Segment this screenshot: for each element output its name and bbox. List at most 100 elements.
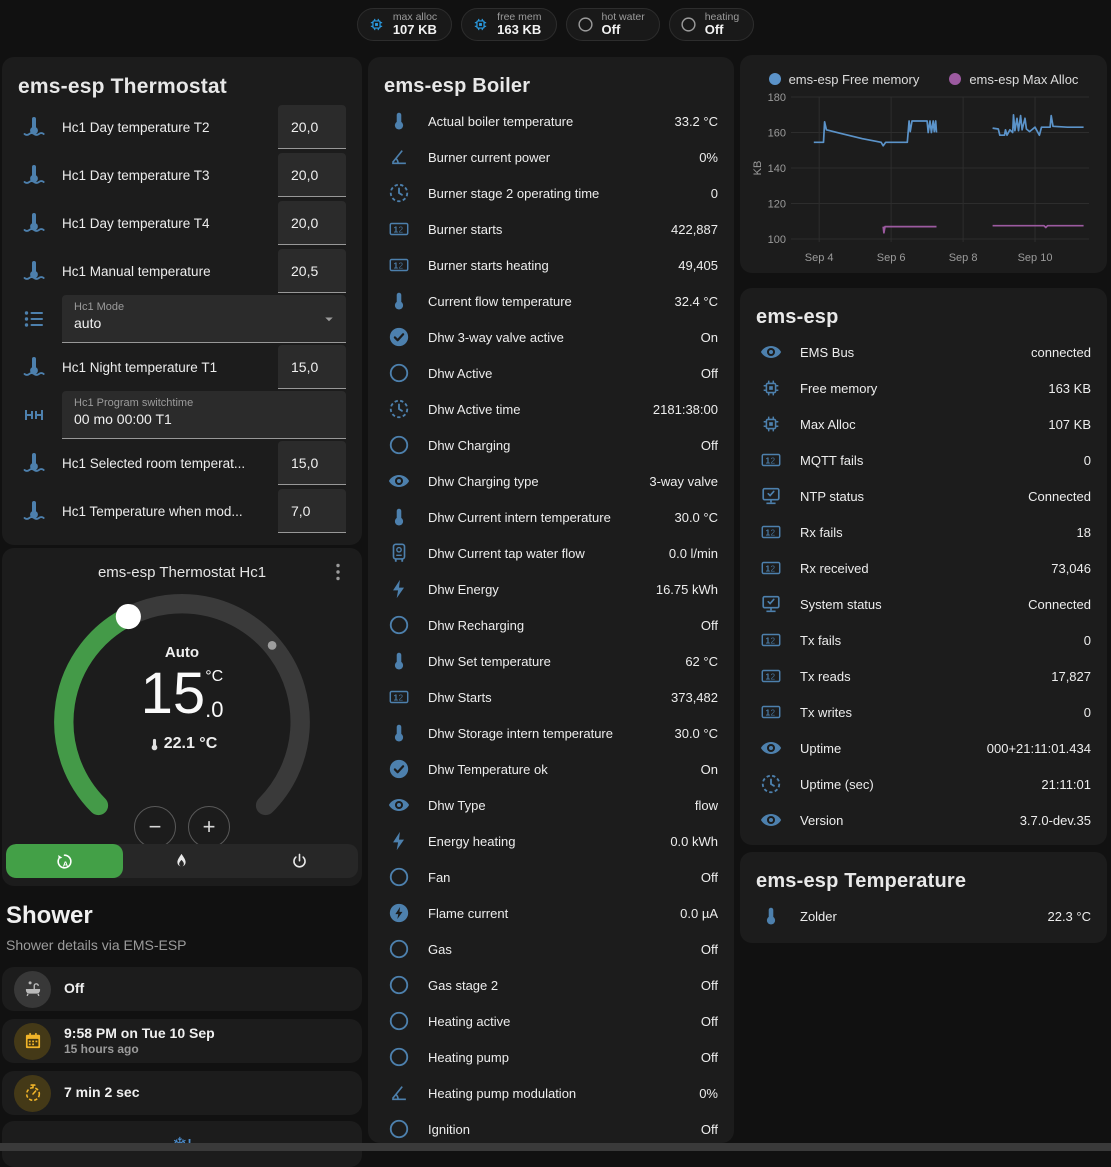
- entity-row[interactable]: Heating pump modulation 0%: [384, 1075, 718, 1111]
- entity-label: NTP status: [800, 488, 865, 504]
- entity-row[interactable]: Dhw Storage intern temperature 30.0 °C: [384, 715, 718, 751]
- shower-entity-card[interactable]: 9:58 PM on Tue 10 Sep 15 hours ago: [2, 1019, 362, 1063]
- status-chip[interactable]: max alloc 107 KB: [356, 8, 453, 41]
- entity-value: 0.0 l/min: [668, 545, 718, 561]
- entity-row[interactable]: Dhw 3-way valve active On: [384, 319, 718, 355]
- entity-value: 373,482: [671, 689, 718, 705]
- number-input[interactable]: 20,0: [278, 105, 346, 149]
- entity-label: Burner stage 2 operating time: [428, 185, 600, 201]
- entity-row[interactable]: NTP status Connected: [756, 478, 1091, 514]
- entity-row[interactable]: Energy heating 0.0 kWh: [384, 823, 718, 859]
- check-circle-icon: [388, 326, 410, 348]
- more-menu-icon[interactable]: [326, 560, 350, 584]
- entity-row[interactable]: Free memory 163 KB: [756, 370, 1091, 406]
- number-input[interactable]: 7,0: [278, 489, 346, 533]
- status-chip[interactable]: heating Off: [668, 8, 755, 41]
- setting-row: Hc1 Program switchtime 00 mo 00:00 T1 Hc…: [18, 391, 346, 439]
- thermometer-icon: [388, 110, 410, 132]
- entity-row[interactable]: Dhw Charging type 3-way valve: [384, 463, 718, 499]
- setting-label: Hc1 Manual temperature: [62, 263, 211, 279]
- select-field[interactable]: Hc1 Program switchtime 00 mo 00:00 T1: [62, 391, 346, 439]
- temp-increase-button[interactable]: +: [188, 806, 230, 848]
- entity-row[interactable]: Gas stage 2 Off: [384, 967, 718, 1003]
- entity-row[interactable]: Heating pump Off: [384, 1039, 718, 1075]
- entity-row[interactable]: Dhw Temperature ok On: [384, 751, 718, 787]
- chip-value: Off: [704, 22, 724, 38]
- legend-item-free-memory[interactable]: ems-esp Free memory: [768, 69, 919, 89]
- number-input[interactable]: 20,0: [278, 153, 346, 197]
- number-input[interactable]: 15,0: [278, 345, 346, 389]
- hvac-mode-button[interactable]: [6, 844, 124, 878]
- status-chip[interactable]: hot water Off: [565, 8, 660, 41]
- entity-value: Off: [700, 617, 718, 633]
- shower-subtitle: Shower details via EMS-ESP: [6, 937, 187, 953]
- entity-row[interactable]: Actual boiler temperature 33.2 °C: [384, 103, 718, 139]
- entity-row[interactable]: Burner starts 422,887: [384, 211, 718, 247]
- circle-icon: [388, 1010, 410, 1032]
- entity-row[interactable]: Dhw Active time 2181:38:00: [384, 391, 718, 427]
- hvac-mode-button[interactable]: [123, 844, 240, 878]
- card-title: ems-esp Thermostat: [18, 75, 227, 98]
- entity-row[interactable]: Zolder 22.3 °C: [756, 898, 1091, 934]
- eye-icon: [760, 809, 782, 831]
- boiler-rows: Actual boiler temperature 33.2 °C Burner…: [384, 103, 718, 1143]
- entity-row[interactable]: Dhw Charging Off: [384, 427, 718, 463]
- entity-row[interactable]: Burner current power 0%: [384, 139, 718, 175]
- entity-row[interactable]: Current flow temperature 32.4 °C: [384, 283, 718, 319]
- hvac-mode-button[interactable]: [241, 844, 358, 878]
- entity-row[interactable]: Burner stage 2 operating time 0: [384, 175, 718, 211]
- entity-row[interactable]: Uptime (sec) 21:11:01: [756, 766, 1091, 802]
- entity-row[interactable]: Dhw Starts 373,482: [384, 679, 718, 715]
- entity-value: 0: [1083, 704, 1091, 720]
- entity-row[interactable]: Dhw Type flow: [384, 787, 718, 823]
- number-input[interactable]: 15,0: [278, 441, 346, 485]
- entity-row[interactable]: Uptime 000+21:11:01.434: [756, 730, 1091, 766]
- entity-row[interactable]: Dhw Current tap water flow 0.0 l/min: [384, 535, 718, 571]
- select-field[interactable]: Hc1 Mode auto: [62, 295, 346, 343]
- entity-row[interactable]: Rx received 73,046: [756, 550, 1091, 586]
- target-temp-knob[interactable]: [115, 603, 141, 630]
- entity-value: Off: [700, 437, 718, 453]
- entity-row[interactable]: EMS Bus connected: [756, 334, 1091, 370]
- number-input[interactable]: 20,0: [278, 201, 346, 245]
- entity-row[interactable]: Rx fails 18: [756, 514, 1091, 550]
- entity-row[interactable]: Flame current 0.0 µA: [384, 895, 718, 931]
- temp-decrease-button[interactable]: −: [134, 806, 176, 848]
- entity-row[interactable]: Version 3.7.0-dev.35: [756, 802, 1091, 838]
- entity-row[interactable]: Dhw Current intern temperature 30.0 °C: [384, 499, 718, 535]
- shower-entity-card[interactable]: 7 min 2 sec: [2, 1071, 362, 1115]
- setting-row: Hc1 Manual temperature 20,5 Hc1 Manual t…: [18, 247, 346, 295]
- counter-icon: [760, 629, 782, 651]
- thermometer-water-icon: [22, 259, 46, 283]
- legend-dot-icon: [949, 73, 962, 85]
- entity-row[interactable]: Tx fails 0: [756, 622, 1091, 658]
- entity-row[interactable]: Dhw Energy 16.75 kWh: [384, 571, 718, 607]
- entity-label: EMS Bus: [800, 344, 855, 360]
- entity-row[interactable]: Dhw Recharging Off: [384, 607, 718, 643]
- entity-row[interactable]: Dhw Set temperature 62 °C: [384, 643, 718, 679]
- entity-row[interactable]: Dhw Active Off: [384, 355, 718, 391]
- entity-row[interactable]: Gas Off: [384, 931, 718, 967]
- entity-value: Off: [700, 941, 718, 957]
- entity-value: 0: [710, 185, 718, 201]
- counter-icon: [388, 218, 410, 240]
- entity-label: Burner starts heating: [428, 257, 549, 273]
- status-chip[interactable]: free mem 163 KB: [461, 8, 557, 41]
- entity-row[interactable]: System status Connected: [756, 586, 1091, 622]
- entity-row[interactable]: Tx reads 17,827: [756, 658, 1091, 694]
- entity-row[interactable]: MQTT fails 0: [756, 442, 1091, 478]
- entity-value: 30.0 °C: [674, 725, 718, 741]
- entity-row[interactable]: Max Alloc 107 KB: [756, 406, 1091, 442]
- water-boiler-icon: [388, 542, 410, 564]
- entity-row[interactable]: Heating active Off: [384, 1003, 718, 1039]
- legend-item-max-alloc[interactable]: ems-esp Max Alloc: [949, 69, 1078, 89]
- dial-arc: [54, 593, 310, 816]
- monitor-icon: [760, 593, 782, 615]
- shower-entity-card[interactable]: Off: [2, 967, 362, 1011]
- entity-value: 163 KB: [1048, 380, 1091, 396]
- entity-row[interactable]: Fan Off: [384, 859, 718, 895]
- entity-row[interactable]: Burner starts heating 49,405: [384, 247, 718, 283]
- entity-row[interactable]: Ignition Off: [384, 1111, 718, 1143]
- entity-row[interactable]: Tx writes 0: [756, 694, 1091, 730]
- number-input[interactable]: 20,5: [278, 249, 346, 293]
